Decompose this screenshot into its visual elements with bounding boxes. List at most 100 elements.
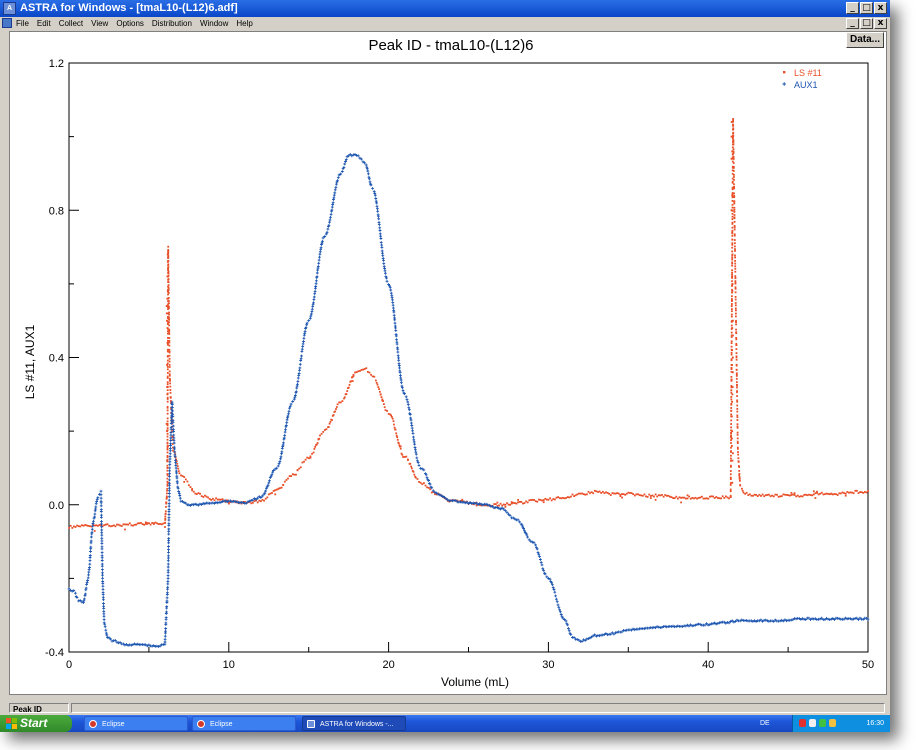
aux1-point — [365, 167, 369, 171]
tray-app-icon[interactable] — [799, 719, 806, 727]
ls11-point — [600, 492, 603, 494]
menu-distribution[interactable]: Distribution — [151, 19, 192, 28]
menu-help[interactable]: Help — [236, 19, 253, 28]
aux1-point — [169, 442, 172, 446]
ls11-point — [111, 525, 114, 527]
minimize-button[interactable]: _ — [846, 2, 859, 14]
aux1-point — [95, 500, 99, 503]
aux1-point — [373, 192, 377, 195]
tray-network-icon[interactable] — [809, 719, 816, 727]
aux1-point — [307, 319, 311, 322]
ls11-point — [701, 495, 703, 498]
aux1-point — [167, 532, 171, 536]
ls11-point — [730, 436, 732, 439]
ls11-point — [312, 451, 315, 454]
ls11-point — [172, 449, 174, 452]
ls11-point — [790, 494, 793, 496]
aux1-point — [406, 403, 410, 406]
maximize-button[interactable]: □ — [860, 2, 873, 14]
aux1-point — [773, 618, 777, 622]
ls11-point — [389, 413, 392, 416]
document-icon[interactable] — [2, 18, 12, 28]
ls11-point — [734, 296, 737, 298]
aux1-point — [416, 459, 419, 463]
aux1-point — [168, 478, 171, 482]
data-button[interactable]: Data... — [846, 32, 884, 48]
aux1-point — [99, 501, 103, 505]
ls11-point — [285, 479, 288, 481]
tray-security-icon[interactable] — [819, 719, 826, 727]
ls11-point — [738, 478, 741, 480]
tray-volume-icon[interactable] — [829, 719, 836, 727]
taskbar-item-eclipse-2[interactable]: Eclipse — [192, 716, 296, 731]
ls11-point — [328, 422, 331, 425]
doc-restore-button[interactable]: □ — [860, 18, 873, 29]
ls11-point — [496, 501, 499, 504]
ls11-point — [166, 375, 169, 378]
aux1-point — [397, 356, 400, 360]
aux1-point — [292, 397, 296, 401]
ls11-point — [346, 390, 349, 392]
ls11-point — [410, 465, 412, 468]
aux1-point — [414, 448, 417, 452]
ls11-point — [279, 487, 281, 489]
aux1-point — [167, 518, 171, 522]
language-indicator[interactable]: DE — [760, 720, 770, 727]
aux1-point — [298, 362, 302, 366]
ls11-point — [544, 497, 547, 500]
aux1-point — [353, 153, 357, 156]
aux1-point — [478, 502, 482, 505]
aux1-point — [170, 403, 174, 406]
ls11-point — [180, 474, 182, 477]
ls11-point — [739, 484, 741, 486]
ls11-point — [550, 499, 553, 502]
plot-frame — [68, 62, 869, 653]
close-button[interactable]: x — [874, 2, 887, 14]
ls11-point — [736, 381, 738, 384]
ls11-point — [168, 331, 171, 333]
aux1-point — [405, 398, 409, 401]
ls11-point — [578, 492, 580, 495]
ls11-spike-point — [166, 319, 168, 322]
menu-collect[interactable]: Collect — [58, 19, 84, 28]
ls11-point — [215, 497, 217, 500]
start-button[interactable]: Start — [0, 715, 72, 732]
menu-edit[interactable]: Edit — [36, 19, 51, 28]
aux1-point — [237, 500, 240, 504]
ls11-point — [168, 305, 170, 308]
ls11-point — [168, 354, 171, 357]
ls11-point — [735, 377, 738, 380]
y-tick-label-3: 0.8 — [49, 205, 64, 217]
doc-minimize-button[interactable]: _ — [846, 18, 859, 29]
taskbar-item-astra[interactable]: ASTRA for Windows -... — [302, 716, 406, 731]
aux1-point — [318, 255, 321, 259]
ls11-point — [731, 257, 734, 259]
aux1-point — [394, 334, 398, 338]
menu-window[interactable]: Window — [199, 19, 229, 28]
ls11-point — [525, 500, 527, 503]
aux1-point — [410, 424, 414, 427]
ls11-point — [780, 495, 783, 497]
menu-view[interactable]: View — [91, 19, 109, 28]
title-bar[interactable]: A ASTRA for Windows - [tmaL10-(L12)6.adf… — [0, 0, 890, 17]
menu-file[interactable]: File — [16, 19, 29, 28]
ls11-point — [296, 469, 299, 471]
ls11-point — [730, 389, 733, 392]
aux1-point — [89, 539, 93, 543]
ls11-point — [729, 476, 732, 479]
ls11-point — [738, 465, 740, 467]
ls11-point — [688, 495, 690, 498]
aux1-point — [402, 391, 406, 395]
menu-options[interactable]: Options — [116, 19, 144, 28]
ls11-point — [405, 455, 408, 458]
ls11-point — [395, 432, 398, 435]
ls11-point — [654, 493, 657, 496]
ls11-point — [132, 524, 134, 527]
ls11-point — [166, 477, 169, 480]
ls11-point — [736, 433, 739, 436]
taskbar-item-eclipse-1[interactable]: Eclipse — [84, 716, 188, 731]
doc-close-button[interactable]: x — [874, 18, 887, 29]
aux1-point — [304, 326, 308, 330]
astra-app-icon[interactable]: A — [3, 2, 16, 15]
ls11-point — [601, 490, 604, 493]
